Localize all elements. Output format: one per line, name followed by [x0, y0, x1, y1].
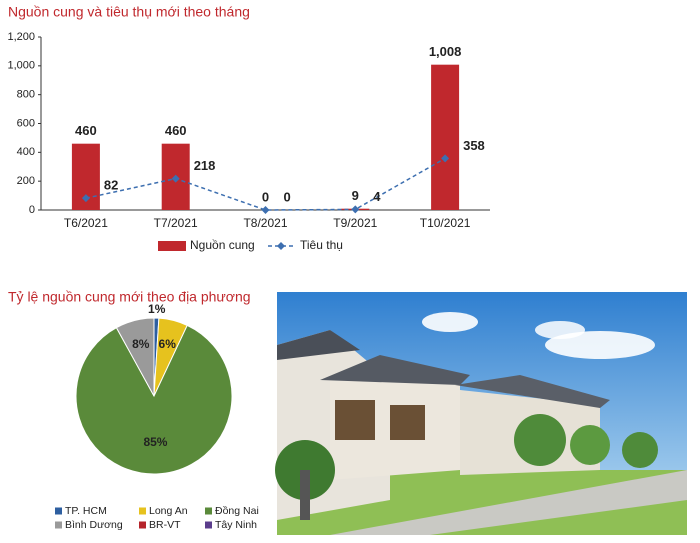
line-marker: [171, 174, 180, 183]
legend-swatch: [139, 507, 146, 515]
photo: [275, 292, 687, 535]
legend-swatch: [205, 521, 212, 529]
x-tick-label: T9/2021: [333, 216, 377, 230]
data-label: 82: [104, 178, 118, 193]
data-label: 4: [373, 189, 381, 204]
data-label: 460: [75, 123, 97, 138]
legend-swatch: [205, 507, 212, 515]
legend-swatch: [277, 242, 285, 250]
legend-swatch: [158, 241, 186, 251]
legend-label: Bình Dương: [65, 519, 123, 531]
y-tick-label: 200: [17, 175, 35, 187]
x-tick-label: T8/2021: [243, 216, 287, 230]
line-marker: [441, 154, 450, 163]
legend-label: Nguồn cung: [190, 238, 255, 252]
legend-label: Đồng Nai: [215, 505, 259, 517]
data-label: 1,008: [429, 44, 462, 59]
line-marker: [351, 205, 360, 214]
line: [85, 157, 446, 211]
y-tick-label: 400: [17, 146, 35, 158]
legend-swatch: [55, 521, 62, 529]
legend-label: TP. HCM: [65, 505, 107, 517]
legend-swatch: [55, 507, 62, 515]
chart-title: Tỷ lệ nguồn cung mới theo địa phương: [8, 289, 251, 305]
data-label: 85%: [143, 435, 167, 449]
legend-label: BR-VT: [149, 519, 181, 531]
y-tick-label: 0: [29, 204, 35, 216]
legend-label: Long An: [149, 505, 188, 517]
legend-label: Tây Ninh: [215, 519, 257, 531]
line-marker: [261, 206, 270, 214]
data-label: 218: [194, 158, 216, 173]
pie-slice: [75, 324, 233, 475]
x-tick-label: T6/2021: [64, 216, 108, 230]
chart-title: Nguồn cung và tiêu thụ mới theo tháng: [8, 4, 250, 20]
x-tick-label: T7/2021: [154, 216, 198, 230]
data-label: 6%: [159, 337, 177, 351]
data-label: 8%: [132, 337, 150, 351]
y-tick-label: 1,200: [7, 31, 35, 43]
line-marker: [81, 194, 90, 203]
y-tick-label: 1,000: [7, 60, 35, 72]
bar: [431, 64, 460, 211]
data-label: 9: [352, 188, 359, 203]
y-tick-label: 800: [17, 89, 35, 101]
data-label: 460: [165, 123, 187, 138]
legend-swatch: [139, 521, 146, 529]
data-label: 0: [284, 189, 291, 204]
legend-label: Tiêu thụ: [300, 238, 343, 252]
x-tick-label: T10/2021: [420, 216, 471, 230]
data-label: 0: [262, 189, 269, 204]
y-tick-label: 600: [17, 117, 35, 129]
data-label: 1%: [148, 302, 166, 316]
data-label: 358: [463, 138, 485, 153]
